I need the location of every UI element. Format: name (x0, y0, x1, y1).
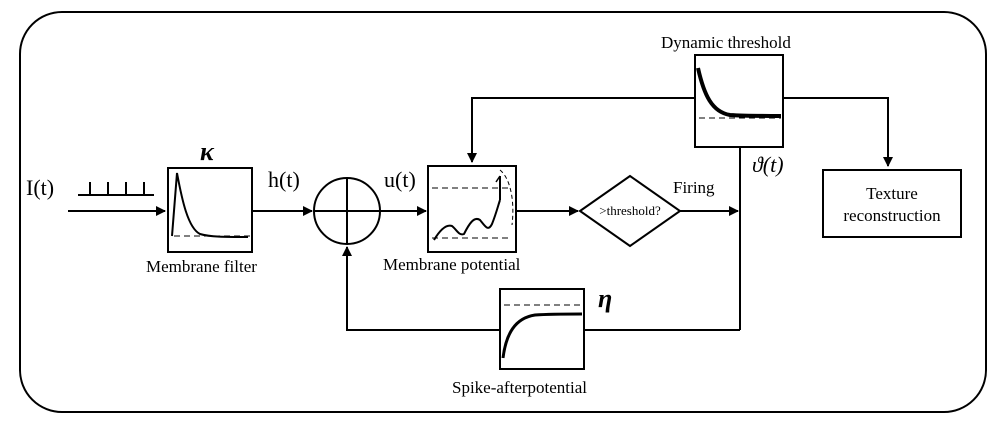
texture-line1: Texture (866, 184, 918, 203)
outer-frame (19, 11, 987, 413)
h-label: h(t) (268, 167, 300, 192)
membrane-potential-label: Membrane potential (383, 255, 521, 274)
u-label: u(t) (384, 167, 416, 192)
texture-line2: reconstruction (843, 206, 941, 225)
summing-junction (313, 177, 381, 245)
threshold-decision-label: >threshold? (599, 203, 661, 218)
membrane-potential-box (427, 165, 517, 253)
spike-afterpotential-label: Spike-afterpotential (452, 378, 587, 397)
theta-label: ϑ(t) (752, 152, 784, 177)
membrane-filter-box (167, 167, 253, 253)
dynamic-threshold-label: Dynamic threshold (661, 33, 791, 52)
input-label: I(t) (26, 175, 54, 200)
threshold-feedback-line (467, 97, 695, 163)
membrane-filter-label: Membrane filter (146, 257, 257, 276)
eta-symbol: η (598, 284, 612, 313)
kappa-symbol: κ (200, 137, 215, 166)
eta-to-summer-arrow (342, 246, 500, 331)
firing-label: Firing (673, 178, 715, 197)
dynamic-threshold-box (694, 54, 784, 148)
spike-afterpotential-box (499, 288, 585, 370)
texture-reconstruction-box (822, 169, 962, 238)
threshold-to-texture-arrow (783, 97, 893, 167)
spike-train-icon (78, 182, 154, 196)
